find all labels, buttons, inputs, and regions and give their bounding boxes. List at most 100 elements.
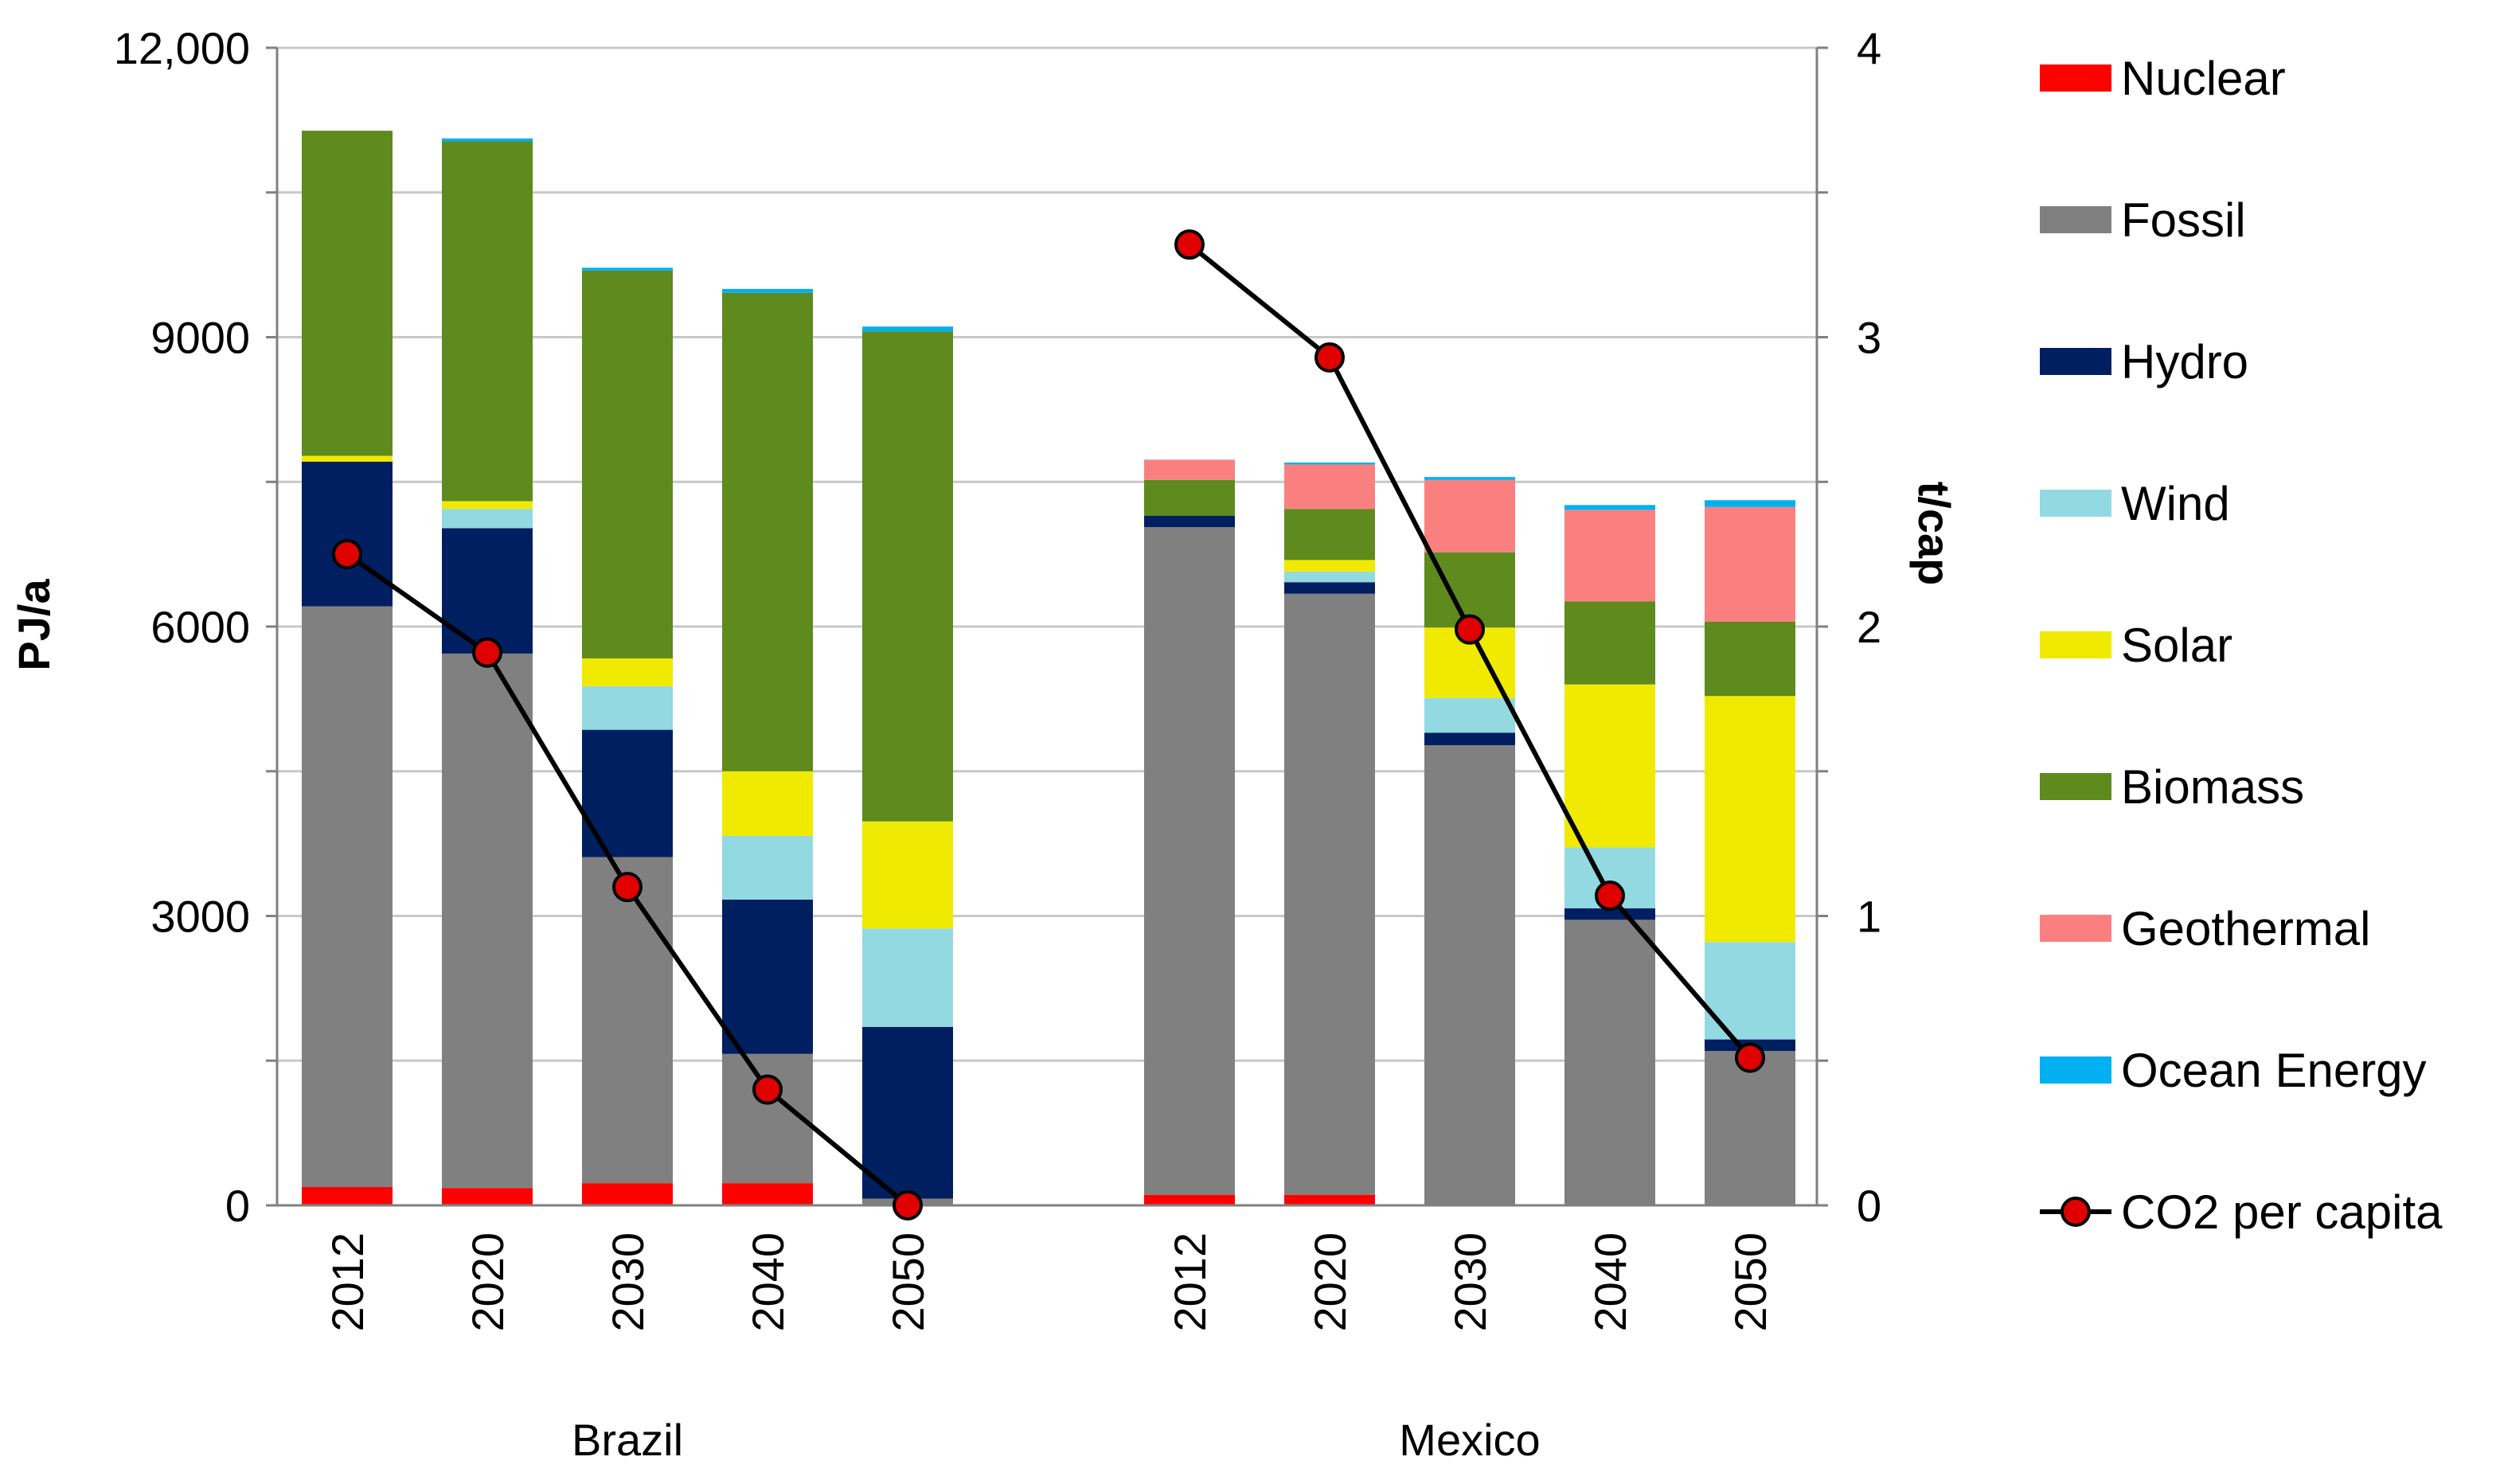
bar-solar-brazil-2050 [862, 821, 953, 929]
bar-fossil-brazil-2030 [582, 857, 673, 1184]
bar-ocean-energy-mexico-2030 [1424, 477, 1515, 480]
legend-swatch-wind [2040, 490, 2111, 517]
bar-hydro-mexico-2040 [1564, 908, 1655, 920]
legend-label-nuclear: Nuclear [2121, 52, 2286, 105]
x-tick-label: 2040 [743, 1232, 793, 1332]
bar-nuclear-brazil-2040 [722, 1183, 813, 1205]
legend-label-co2-per-capita: CO2 per capita [2121, 1185, 2443, 1239]
bar-geothermal-mexico-2012 [1144, 459, 1235, 480]
bar-solar-brazil-2020 [442, 501, 533, 510]
x-tick-label: 2030 [603, 1232, 653, 1332]
legend-label-geothermal: Geothermal [2121, 902, 2370, 955]
bar-nuclear-brazil-2012 [302, 1186, 393, 1205]
bar-ocean-energy-mexico-2020 [1284, 463, 1375, 465]
legend: Nuclear Fossil Hydro Wind Solar Biomass Geothe… [2040, 52, 2443, 1239]
x-tick-label: 2020 [1305, 1232, 1355, 1332]
x-tick-label: 2030 [1445, 1232, 1495, 1332]
y2-tick-label: 1 [1857, 892, 1881, 942]
x-tick-label: 2040 [1585, 1232, 1635, 1332]
legend-marker-co2-per-capita [2061, 1197, 2091, 1227]
bar-solar-mexico-2020 [1284, 560, 1375, 572]
bar-nuclear-brazil-2020 [442, 1188, 533, 1205]
legend-swatch-geothermal [2040, 915, 2111, 942]
bar-fossil-mexico-2012 [1144, 527, 1235, 1195]
bar-wind-brazil-2040 [722, 835, 813, 900]
x-tick-label: 2050 [883, 1232, 933, 1332]
legend-label-hydro: Hydro [2121, 335, 2248, 389]
bar-fossil-brazil-2020 [442, 653, 533, 1189]
y-tick-label: 9000 [150, 313, 250, 363]
y-tick-label: 6000 [150, 602, 250, 652]
bar-hydro-mexico-2012 [1144, 515, 1235, 528]
co2-point-brazil-2012 [332, 539, 362, 570]
bar-nuclear-mexico-2020 [1284, 1194, 1375, 1205]
bar-ocean-energy-brazil-2040 [722, 288, 813, 293]
bar-geothermal-mexico-2030 [1424, 479, 1515, 553]
bar-geothermal-mexico-2040 [1564, 510, 1655, 602]
bar-fossil-mexico-2020 [1284, 593, 1375, 1195]
y-axis-title: PJ/a [9, 579, 59, 671]
y2-tick-label: 2 [1857, 602, 1881, 652]
bar-fossil-brazil-2012 [302, 606, 393, 1187]
y2-tick-label: 4 [1857, 23, 1881, 73]
bar-wind-mexico-2020 [1284, 571, 1375, 583]
bar-wind-mexico-2050 [1705, 942, 1795, 1040]
bar-geothermal-mexico-2020 [1284, 464, 1375, 510]
co2-point-mexico-2030 [1455, 614, 1485, 645]
legend-swatch-fossil [2040, 206, 2111, 233]
bar-wind-mexico-2030 [1424, 697, 1515, 733]
bar-solar-brazil-2012 [302, 455, 393, 462]
legend-label-ocean-energy: Ocean Energy [2121, 1044, 2427, 1097]
co2-point-mexico-2012 [1174, 229, 1205, 260]
bar-nuclear-brazil-2030 [582, 1183, 673, 1205]
bar-biomass-brazil-2050 [862, 331, 953, 822]
bar-hydro-brazil-2040 [722, 899, 813, 1054]
y-tick-label: 3000 [150, 892, 250, 942]
y-tick-label: 0 [225, 1181, 250, 1231]
bar-fossil-mexico-2050 [1705, 1051, 1795, 1205]
co2-point-mexico-2050 [1735, 1042, 1765, 1073]
bar-wind-brazil-2050 [862, 928, 953, 1027]
legend-swatch-biomass [2040, 773, 2111, 800]
x-tick-label: 2050 [1725, 1232, 1775, 1332]
bar-biomass-mexico-2040 [1564, 601, 1655, 685]
co2-point-mexico-2040 [1595, 881, 1625, 912]
legend-swatch-ocean-energy [2040, 1056, 2111, 1084]
y2-tick-label: 3 [1857, 313, 1881, 363]
bar-hydro-brazil-2050 [862, 1026, 953, 1199]
group-label-brazil: Brazil [572, 1415, 683, 1465]
axes [266, 46, 1828, 1207]
bar-ocean-energy-brazil-2030 [582, 268, 673, 271]
legend-label-biomass: Biomass [2121, 760, 2304, 814]
co2-point-brazil-2020 [472, 637, 502, 668]
bar-ocean-energy-mexico-2040 [1564, 505, 1655, 510]
bar-nuclear-mexico-2012 [1144, 1194, 1235, 1205]
bar-ocean-energy-brazil-2050 [862, 326, 953, 332]
y2-tick-label: 0 [1857, 1181, 1881, 1231]
legend-swatch-solar [2040, 631, 2111, 658]
bar-biomass-brazil-2012 [302, 131, 393, 456]
bar-hydro-brazil-2020 [442, 528, 533, 654]
bar-ocean-energy-brazil-2020 [442, 138, 533, 142]
bar-biomass-mexico-2020 [1284, 509, 1375, 560]
co2-point-brazil-2050 [893, 1190, 923, 1220]
bar-solar-brazil-2040 [722, 771, 813, 836]
bar-hydro-mexico-2030 [1424, 732, 1515, 746]
bar-biomass-brazil-2020 [442, 141, 533, 502]
bars [302, 131, 1795, 1205]
group-label-mexico: Mexico [1399, 1415, 1540, 1465]
bar-hydro-mexico-2020 [1284, 582, 1375, 594]
bar-biomass-mexico-2050 [1705, 621, 1795, 697]
bar-solar-mexico-2040 [1564, 684, 1655, 848]
x-tick-label: 2012 [1165, 1232, 1215, 1332]
bar-fossil-mexico-2040 [1564, 920, 1655, 1205]
bar-biomass-mexico-2012 [1144, 479, 1235, 516]
legend-label-fossil: Fossil [2121, 193, 2246, 247]
co2-point-brazil-2030 [612, 872, 643, 903]
gridlines [277, 46, 1817, 1207]
bar-wind-brazil-2020 [442, 509, 533, 529]
x-tick-label: 2020 [463, 1232, 513, 1332]
bar-fossil-mexico-2030 [1424, 745, 1515, 1205]
co2-point-mexico-2020 [1314, 342, 1345, 373]
